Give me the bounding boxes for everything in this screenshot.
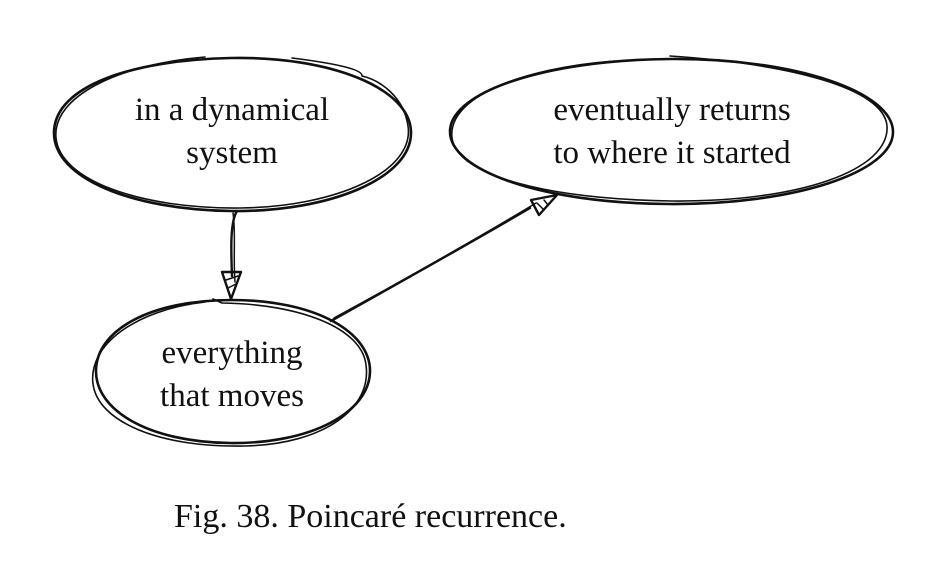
node-returns: eventually returns to where it started [448, 55, 895, 206]
node-returns-outline-stroke [451, 55, 888, 202]
edge-dynamical-to-everything-arrowhead [220, 270, 243, 301]
node-dynamical-system-line2: system [186, 135, 278, 171]
node-everything-line1: everything [161, 335, 302, 371]
node-everything-outline [94, 298, 372, 445]
edge-everything-to-returns [329, 193, 559, 323]
edge-dynamical-to-everything [220, 209, 243, 301]
arrowhead-hatch-icon [225, 275, 239, 289]
node-everything-outline-stroke [91, 298, 368, 447]
node-returns-line1: eventually returns [553, 92, 790, 128]
node-dynamical-system-line1: in a dynamical [135, 92, 329, 128]
node-everything: everything that moves [91, 298, 372, 447]
node-everything-line2: that moves [160, 378, 304, 414]
node-returns-line2: to where it started [553, 135, 791, 171]
edge-everything-to-returns-arrowhead [529, 193, 559, 217]
node-dynamical-system: in a dynamical system [52, 56, 413, 213]
edge-everything-to-returns-line-stroke [333, 202, 537, 319]
edge-dynamical-to-everything-line [230, 209, 239, 278]
arrowhead-hatch-icon [536, 199, 549, 211]
figure-caption: Fig. 38. Poincaré recurrence. [174, 498, 567, 535]
node-dynamical-system-outline-stroke [55, 56, 410, 209]
node-dynamical-system-outline [52, 56, 413, 213]
edge-dynamical-to-everything-line-stroke [232, 212, 236, 283]
